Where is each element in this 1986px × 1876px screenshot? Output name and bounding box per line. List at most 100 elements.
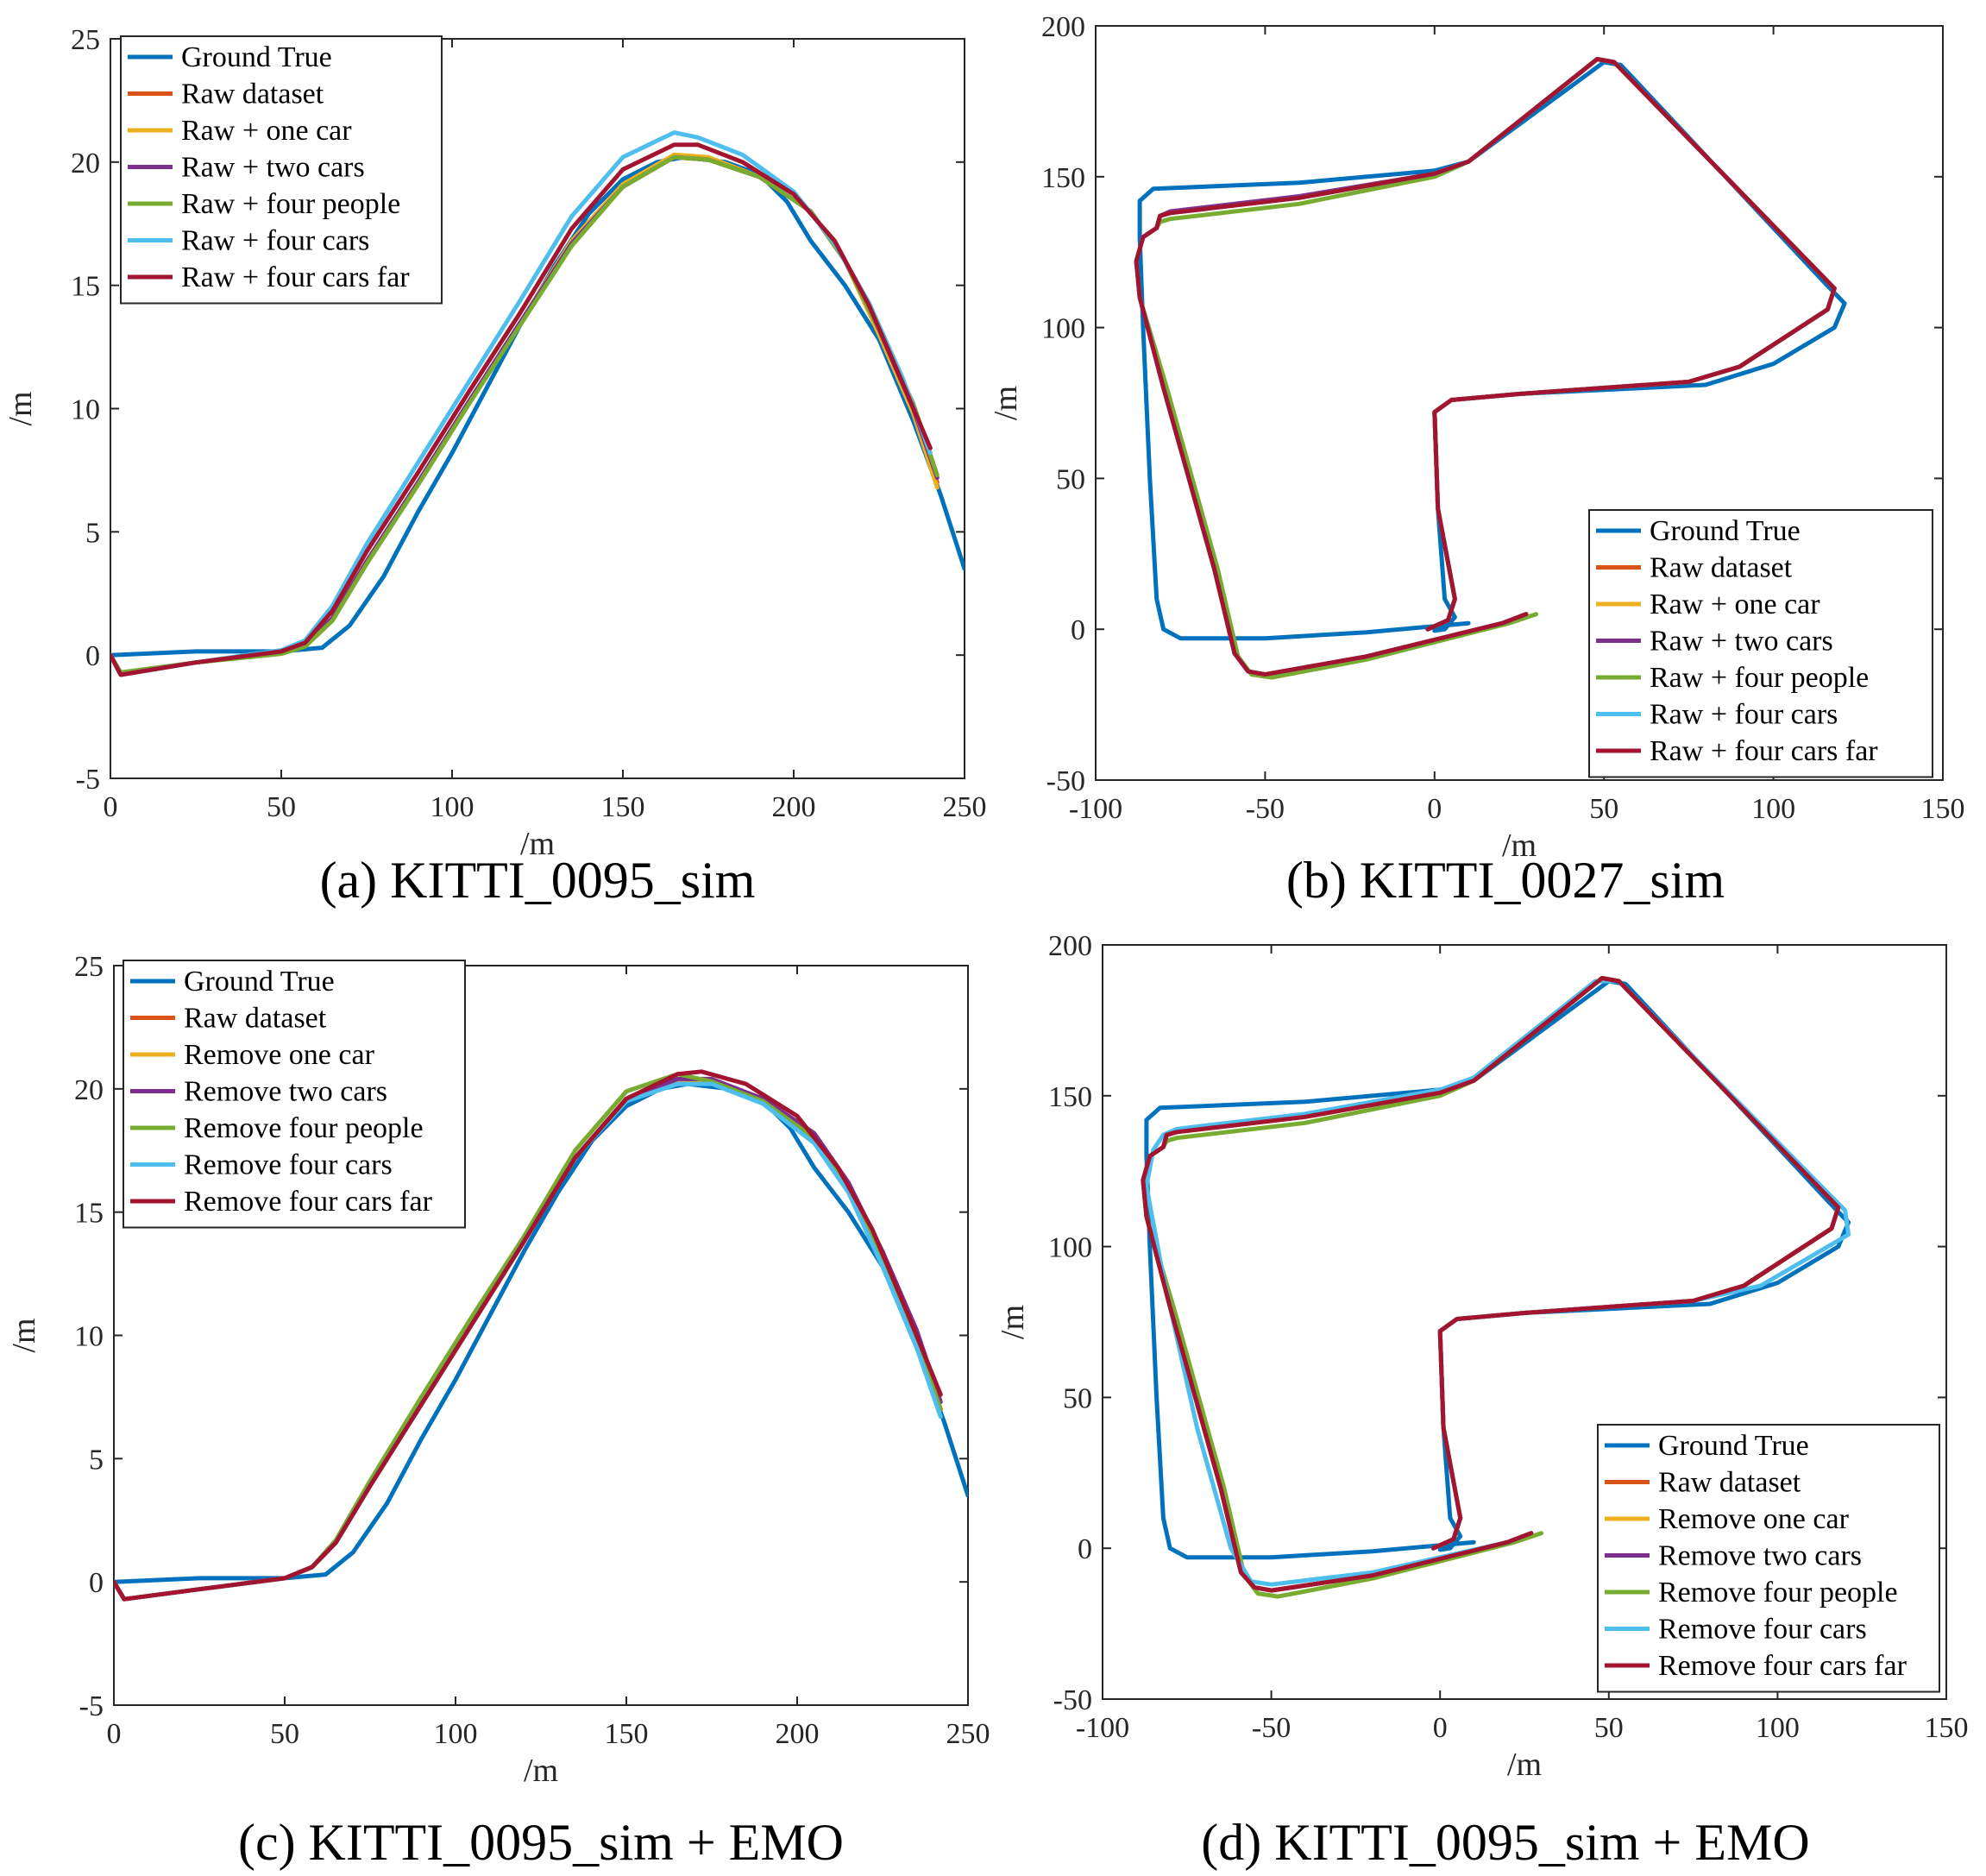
- legend-label: Remove four cars: [184, 1149, 393, 1181]
- legend: Ground True Raw dataset Remove one car Remo…: [1597, 1424, 1940, 1693]
- x-tick-label: 100: [434, 1718, 478, 1750]
- legend-label: Raw + four cars far: [1650, 735, 1878, 767]
- legend-box: [123, 960, 466, 1229]
- y-tick-label: 150: [1041, 162, 1085, 194]
- x-tick-label: 0: [104, 791, 118, 823]
- legend-label: Remove one car: [184, 1039, 375, 1071]
- y-axis-label: /m: [3, 391, 39, 425]
- x-axis-label: /m: [1502, 828, 1537, 864]
- legend-label: Remove four cars far: [184, 1186, 433, 1218]
- y-tick-label: 0: [85, 640, 100, 672]
- series-line-remove-four-cars-far: [114, 1069, 943, 1602]
- x-tick-label: -50: [1252, 1712, 1291, 1744]
- legend-label: Raw + one car: [181, 115, 352, 147]
- legend-box: [1597, 1424, 1940, 1693]
- legend-label: Raw + four cars far: [181, 261, 410, 293]
- y-ticks: -5 0 5 10 15 20 25: [71, 24, 965, 796]
- x-ticks: -100 -50 0 50 100 150: [1069, 26, 1965, 825]
- y-ticks: -50 0 50 100 150 200: [1041, 11, 1943, 797]
- legend-label: Remove four cars: [1658, 1614, 1867, 1646]
- y-tick-label: 20: [74, 1074, 104, 1106]
- x-tick-label: 150: [1921, 793, 1965, 825]
- panel-caption: (a) KITTI_0095_sim: [320, 852, 756, 909]
- x-tick-label: 50: [270, 1718, 299, 1750]
- y-tick-label: -5: [76, 764, 100, 796]
- y-ticks: -50 0 50 100 150 200: [1048, 930, 1946, 1716]
- x-tick-label: 50: [1594, 1712, 1624, 1744]
- y-tick-label: 100: [1048, 1232, 1092, 1264]
- y-tick-label: -50: [1053, 1684, 1092, 1716]
- x-tick-label: 250: [946, 1718, 990, 1750]
- x-ticks: 0 50 100 150 200 250: [107, 966, 990, 1750]
- legend-label: Raw dataset: [1650, 552, 1793, 584]
- x-tick-label: -100: [1076, 1712, 1129, 1744]
- y-tick-label: 200: [1048, 930, 1092, 962]
- y-tick-label: 50: [1063, 1382, 1092, 1414]
- x-tick-label: 200: [772, 791, 816, 823]
- y-tick-label: 0: [1078, 1533, 1092, 1565]
- series-layer: [110, 130, 965, 677]
- plot-frame: [1102, 944, 1947, 1700]
- x-tick-label: 100: [1751, 793, 1795, 825]
- x-ticks: -100 -50 0 50 100 150: [1076, 945, 1969, 1744]
- series-line-ground-true: [114, 1081, 968, 1584]
- series-layer: [1134, 57, 1847, 680]
- panel-caption: (d) KITTI_0095_sim + EMO: [1201, 1814, 1809, 1871]
- legend-label: Ground True: [184, 966, 335, 998]
- y-tick-label: 25: [74, 951, 104, 983]
- x-tick-label: 150: [601, 791, 645, 823]
- legend-label: Ground True: [181, 41, 332, 73]
- legend-box: [1588, 509, 1933, 778]
- y-tick-label: 200: [1041, 11, 1085, 43]
- panel-caption: (c) KITTI_0095_sim + EMO: [238, 1814, 844, 1871]
- y-tick-label: 50: [1056, 463, 1085, 495]
- x-tick-label: 0: [1427, 793, 1442, 825]
- y-tick-label: 150: [1048, 1081, 1092, 1113]
- x-tick-label: 100: [431, 791, 475, 823]
- y-tick-label: 25: [71, 24, 100, 56]
- y-tick-label: 15: [74, 1198, 104, 1230]
- legend-label: Remove four cars far: [1658, 1650, 1907, 1682]
- x-tick-label: -50: [1246, 793, 1285, 825]
- x-tick-label: 250: [943, 791, 987, 823]
- y-tick-label: 5: [89, 1444, 104, 1476]
- legend-label: Raw dataset: [181, 79, 324, 110]
- x-tick-label: 50: [267, 791, 296, 823]
- y-tick-label: 20: [71, 148, 100, 179]
- x-axis-label: /m: [1507, 1747, 1542, 1783]
- x-tick-label: -100: [1069, 793, 1122, 825]
- legend-label: Raw + two cars: [1650, 626, 1833, 658]
- panel-caption: (b) KITTI_0027_sim: [1286, 852, 1725, 909]
- legend-label: Remove two cars: [1658, 1540, 1862, 1572]
- legend-label: Ground True: [1650, 515, 1801, 547]
- y-ticks: -5 0 5 10 15 20 25: [74, 951, 968, 1722]
- y-axis-label: /m: [6, 1318, 42, 1352]
- x-tick-label: 150: [605, 1718, 649, 1750]
- x-tick-label: 200: [776, 1718, 820, 1750]
- y-tick-label: -5: [79, 1690, 104, 1722]
- y-tick-label: 10: [74, 1321, 104, 1353]
- legend-label: Raw + four people: [181, 188, 400, 220]
- legend-label: Remove four people: [1658, 1577, 1898, 1608]
- y-tick-label: 5: [85, 517, 100, 549]
- x-tick-label: 100: [1756, 1712, 1800, 1744]
- y-axis-label: /m: [988, 386, 1024, 420]
- legend-label: Remove one car: [1658, 1503, 1850, 1535]
- legend-label: Raw + one car: [1650, 589, 1820, 620]
- y-axis-label: /m: [995, 1305, 1031, 1339]
- legend-box: [120, 35, 443, 305]
- y-tick-label: 10: [71, 394, 100, 426]
- legend-label: Raw + four cars: [181, 225, 369, 257]
- series-line-raw-four-cars-far: [110, 142, 933, 677]
- legend-label: Raw + four people: [1650, 662, 1869, 694]
- x-axis-label: /m: [524, 1753, 558, 1789]
- plot-frame: [1095, 25, 1944, 781]
- y-tick-label: -50: [1046, 765, 1085, 797]
- y-tick-label: 0: [1071, 614, 1085, 646]
- legend-label: Raw dataset: [184, 1003, 327, 1035]
- series-layer: [114, 1069, 968, 1602]
